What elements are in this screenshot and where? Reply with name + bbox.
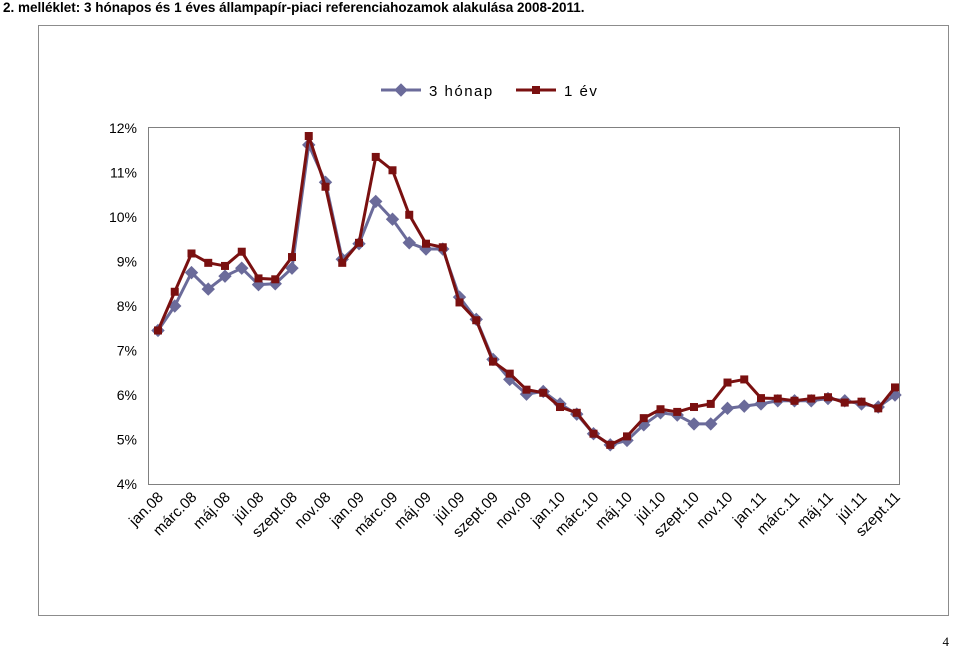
page-title: 2. melléklet: 3 hónapos és 1 éves államp…: [3, 0, 585, 15]
y-tick-label: 6%: [117, 387, 137, 403]
square-marker: [438, 243, 447, 252]
square-marker: [532, 86, 540, 94]
diamond-marker: [218, 269, 232, 283]
square-marker: [271, 275, 280, 284]
legend-label: 1 év: [564, 83, 598, 100]
y-axis: 4% 5% 6% 7% 8% 9% 10% 11% 12%: [109, 120, 137, 492]
square-marker: [472, 316, 481, 325]
series-group: [151, 132, 902, 452]
square-marker: [154, 326, 162, 335]
square-marker: [790, 396, 799, 405]
square-marker: [606, 440, 615, 449]
y-tick-label: 12%: [109, 120, 137, 136]
square-marker: [388, 166, 397, 175]
x-tick-label: máj.08: [190, 489, 234, 533]
diamond-marker: [184, 265, 199, 280]
square-marker: [673, 407, 682, 416]
square-marker: [405, 210, 414, 219]
square-marker: [187, 249, 196, 258]
page-number: 4: [942, 634, 950, 649]
square-marker: [170, 287, 179, 296]
square-marker: [505, 369, 514, 378]
x-axis: jan.08márc.08máj.08júl.08szept.08nov.08j…: [125, 489, 904, 541]
y-tick-label: 5%: [117, 432, 137, 448]
square-marker: [690, 403, 698, 412]
diamond-marker: [704, 417, 718, 431]
diamond-marker: [201, 282, 215, 296]
square-marker: [623, 432, 631, 441]
square-marker: [455, 298, 464, 307]
diamond-marker: [402, 236, 416, 250]
square-marker: [891, 383, 899, 392]
x-tick-label: máj.11: [794, 489, 837, 532]
square-marker: [321, 182, 330, 191]
square-marker: [221, 261, 229, 270]
square-marker: [556, 403, 564, 412]
square-marker: [757, 394, 765, 403]
x-tick-label: nov.10: [693, 489, 736, 532]
square-marker: [706, 399, 715, 408]
square-marker: [807, 394, 816, 403]
square-marker: [288, 253, 296, 262]
square-marker: [254, 274, 263, 283]
square-marker: [539, 388, 548, 397]
square-marker: [237, 247, 246, 256]
square-marker: [522, 385, 531, 394]
y-tick-label: 7%: [117, 343, 137, 359]
square-marker: [572, 408, 581, 417]
x-tick-label: nov.08: [291, 489, 334, 532]
plot-area: [148, 127, 900, 485]
diamond-marker: [285, 261, 299, 275]
y-tick-label: 8%: [117, 298, 137, 314]
diamond-marker: [385, 212, 400, 226]
square-marker: [840, 398, 849, 407]
y-tick-label: 4%: [117, 476, 137, 492]
square-marker: [723, 378, 732, 387]
square-marker: [874, 404, 883, 413]
square-marker: [824, 393, 832, 402]
y-tick-label: 9%: [117, 254, 137, 270]
diamond-marker: [251, 277, 266, 292]
y-tick-label: 10%: [109, 209, 137, 225]
square-marker: [589, 429, 598, 438]
diamond-marker: [687, 417, 701, 431]
square-marker: [371, 152, 380, 161]
x-tick-label: nov.09: [492, 489, 535, 532]
x-tick-label: máj.10: [592, 489, 636, 533]
diamond-marker: [369, 194, 383, 209]
square-marker: [740, 375, 749, 384]
legend: 3 hónap 1 év: [381, 83, 598, 100]
series-three-month: [151, 138, 902, 452]
square-marker: [489, 357, 497, 366]
line-chart: 3 hónap 1 év 4% 5% 6% 7% 8% 9% 10% 11% 12% jan.08…: [109, 83, 904, 541]
diamond-marker: [720, 401, 735, 416]
square-marker: [338, 258, 347, 267]
y-tick-label: 11%: [110, 165, 137, 181]
series-one-year: [154, 132, 899, 449]
square-marker: [204, 258, 213, 267]
square-marker: [422, 239, 430, 248]
square-marker: [355, 238, 363, 247]
x-tick-label: máj.09: [391, 489, 435, 533]
square-marker: [656, 405, 665, 414]
square-marker: [304, 132, 313, 141]
legend-label: 3 hónap: [429, 83, 494, 100]
square-marker: [773, 394, 782, 403]
square-marker: [639, 414, 648, 423]
diamond-marker: [737, 399, 751, 413]
diamond-marker: [235, 261, 249, 275]
diamond-marker: [394, 83, 408, 97]
chart-frame: 3 hónap 1 év 4% 5% 6% 7% 8% 9% 10% 11% 12% jan.08…: [38, 25, 949, 616]
square-marker: [857, 397, 866, 406]
